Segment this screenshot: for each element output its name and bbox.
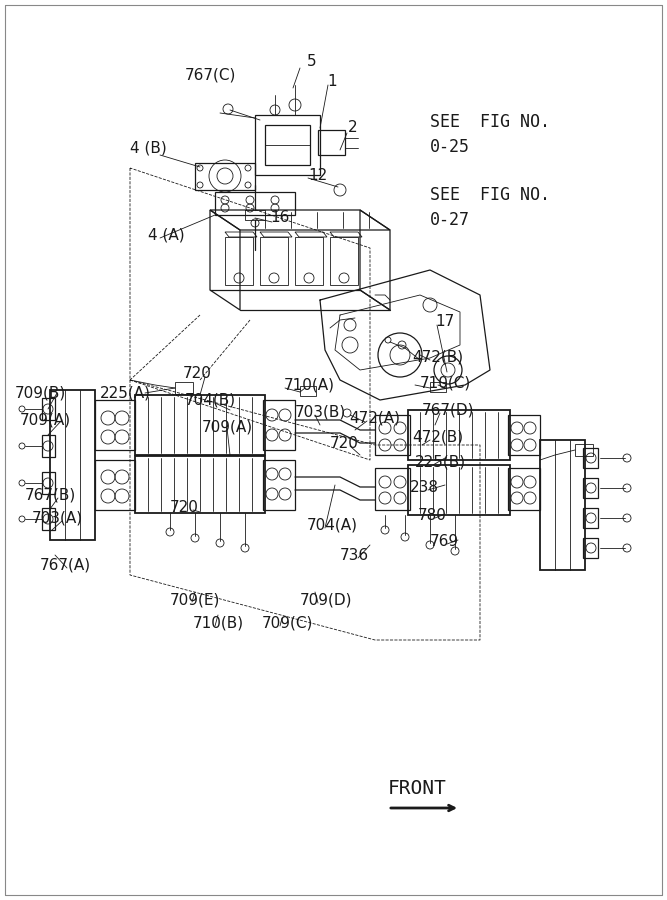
Text: 703(A): 703(A): [32, 510, 83, 526]
Text: 225(B): 225(B): [415, 454, 466, 470]
Text: 710(B): 710(B): [193, 616, 244, 631]
Text: 767(C): 767(C): [185, 68, 236, 83]
Text: 736: 736: [340, 548, 369, 563]
Text: 767(A): 767(A): [40, 557, 91, 572]
Text: 710(C): 710(C): [420, 375, 472, 391]
Bar: [575, 444, 593, 456]
Text: 472(B): 472(B): [412, 429, 463, 445]
Text: 709(A): 709(A): [202, 419, 253, 435]
Text: 767(D): 767(D): [422, 402, 474, 418]
Text: SEE  FIG NO.: SEE FIG NO.: [430, 186, 550, 204]
Bar: [175, 382, 193, 394]
Text: 472(B): 472(B): [412, 349, 463, 364]
Text: 767(B): 767(B): [25, 488, 76, 502]
Text: 0-25: 0-25: [430, 138, 470, 156]
Text: 704(B): 704(B): [185, 392, 236, 408]
Text: 709(B): 709(B): [15, 385, 66, 400]
Bar: [300, 386, 316, 396]
Text: SEE  FIG NO.: SEE FIG NO.: [430, 113, 550, 131]
Text: 703(B): 703(B): [295, 404, 346, 419]
Text: 709(C): 709(C): [262, 616, 313, 631]
Text: 238: 238: [410, 481, 439, 496]
Text: 704(A): 704(A): [307, 518, 358, 533]
Text: 5: 5: [307, 55, 317, 69]
Text: 720: 720: [170, 500, 199, 515]
Text: 709(D): 709(D): [300, 592, 352, 608]
Text: 769: 769: [430, 535, 459, 550]
Text: 780: 780: [418, 508, 447, 523]
Text: FRONT: FRONT: [388, 778, 447, 797]
Text: 4 (B): 4 (B): [130, 140, 167, 156]
Text: 709(E): 709(E): [170, 592, 220, 608]
Text: 1: 1: [327, 75, 337, 89]
Text: 17: 17: [435, 314, 454, 329]
Text: 720: 720: [330, 436, 359, 451]
Text: 12: 12: [308, 167, 327, 183]
Text: 472(A): 472(A): [349, 410, 400, 426]
Text: 225(A): 225(A): [100, 385, 151, 400]
Text: 16: 16: [270, 211, 289, 226]
Text: 2: 2: [348, 121, 358, 136]
Text: 709(A): 709(A): [20, 412, 71, 427]
Text: 710(A): 710(A): [284, 377, 335, 392]
Bar: [430, 382, 446, 392]
Text: 4 (A): 4 (A): [148, 228, 185, 242]
Text: 720: 720: [183, 365, 212, 381]
Text: 0-27: 0-27: [430, 211, 470, 229]
